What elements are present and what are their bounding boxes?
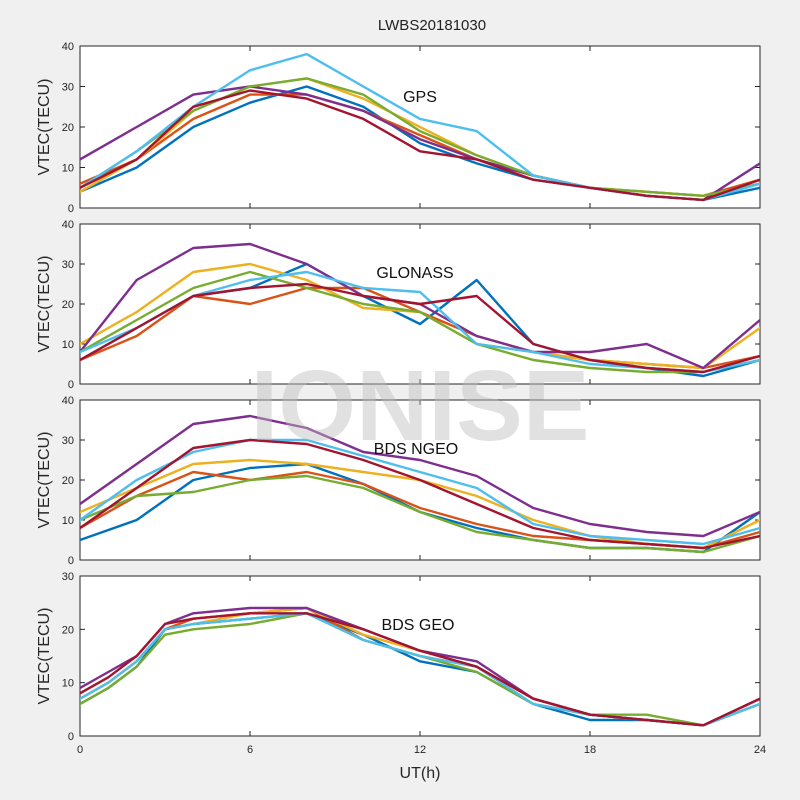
series-group xyxy=(80,242,760,378)
series-group xyxy=(80,606,760,727)
series-line-4 xyxy=(80,474,760,554)
y-tick-label: 30 xyxy=(62,82,74,94)
y-tick-label: 10 xyxy=(62,339,74,351)
series-line-6 xyxy=(80,89,760,202)
series-line-4 xyxy=(80,270,760,374)
y-tick-label: 20 xyxy=(62,122,74,134)
y-axis-label: VTEC(TECU) xyxy=(36,256,53,353)
panels: 0 10 20 30 40 VTEC(TECU) GPS 0 10 20 30 40 VTEC(TECU… xyxy=(36,41,766,756)
panel-label: BDS NGEO xyxy=(374,441,458,458)
y-axis-label: VTEC(TECU) xyxy=(36,608,53,705)
y-tick-label: 20 xyxy=(62,299,74,311)
y-axis-label: VTEC(TECU) xyxy=(36,79,53,176)
y-tick-label: 0 xyxy=(68,379,74,391)
x-tick-label: 12 xyxy=(414,744,426,756)
y-tick-label: 30 xyxy=(62,259,74,271)
panel-1: 0 10 20 30 40 VTEC(TECU) GLONASS xyxy=(36,219,761,391)
series-line-6 xyxy=(80,282,760,374)
series-line-6 xyxy=(80,612,760,727)
y-tick-label: 30 xyxy=(62,571,74,583)
x-axis-label: UT(h) xyxy=(400,765,441,782)
panel-3: 0 10 20 30 0 6 12 18 24 VTEC(TECU) BDS GEO xyxy=(36,571,766,756)
y-tick-label: 10 xyxy=(62,163,74,175)
series-group xyxy=(80,52,760,202)
series-line-5 xyxy=(80,438,760,546)
x-tick-label: 0 xyxy=(77,744,83,756)
panel-2: 0 10 20 30 40 VTEC(TECU) BDS NGEO xyxy=(36,395,761,567)
y-tick-label: 0 xyxy=(68,555,74,567)
y-tick-label: 20 xyxy=(62,624,74,636)
panel-0: 0 10 20 30 40 VTEC(TECU) GPS xyxy=(36,41,761,215)
figure-title: LWBS20181030 xyxy=(378,17,486,34)
y-axis-label: VTEC(TECU) xyxy=(36,432,53,529)
x-tick-label: 24 xyxy=(754,744,766,756)
y-tick-label: 40 xyxy=(62,395,74,407)
y-tick-label: 10 xyxy=(62,515,74,527)
watermark-text: IONISE xyxy=(251,350,590,462)
series-line-6 xyxy=(80,438,760,550)
panel-label: GLONASS xyxy=(376,265,453,282)
y-tick-label: 40 xyxy=(62,41,74,53)
y-tick-label: 10 xyxy=(62,678,74,690)
series-line-4 xyxy=(80,77,760,198)
y-tick-label: 30 xyxy=(62,435,74,447)
x-tick-label: 18 xyxy=(584,744,596,756)
y-tick-label: 40 xyxy=(62,219,74,231)
panel-label: BDS GEO xyxy=(382,617,455,634)
y-tick-label: 0 xyxy=(68,731,74,743)
series-group xyxy=(80,414,760,554)
panel-label: GPS xyxy=(403,89,437,106)
y-tick-label: 0 xyxy=(68,203,74,215)
y-tick-label: 20 xyxy=(62,475,74,487)
series-line-3 xyxy=(80,414,760,538)
x-tick-label: 6 xyxy=(247,744,253,756)
